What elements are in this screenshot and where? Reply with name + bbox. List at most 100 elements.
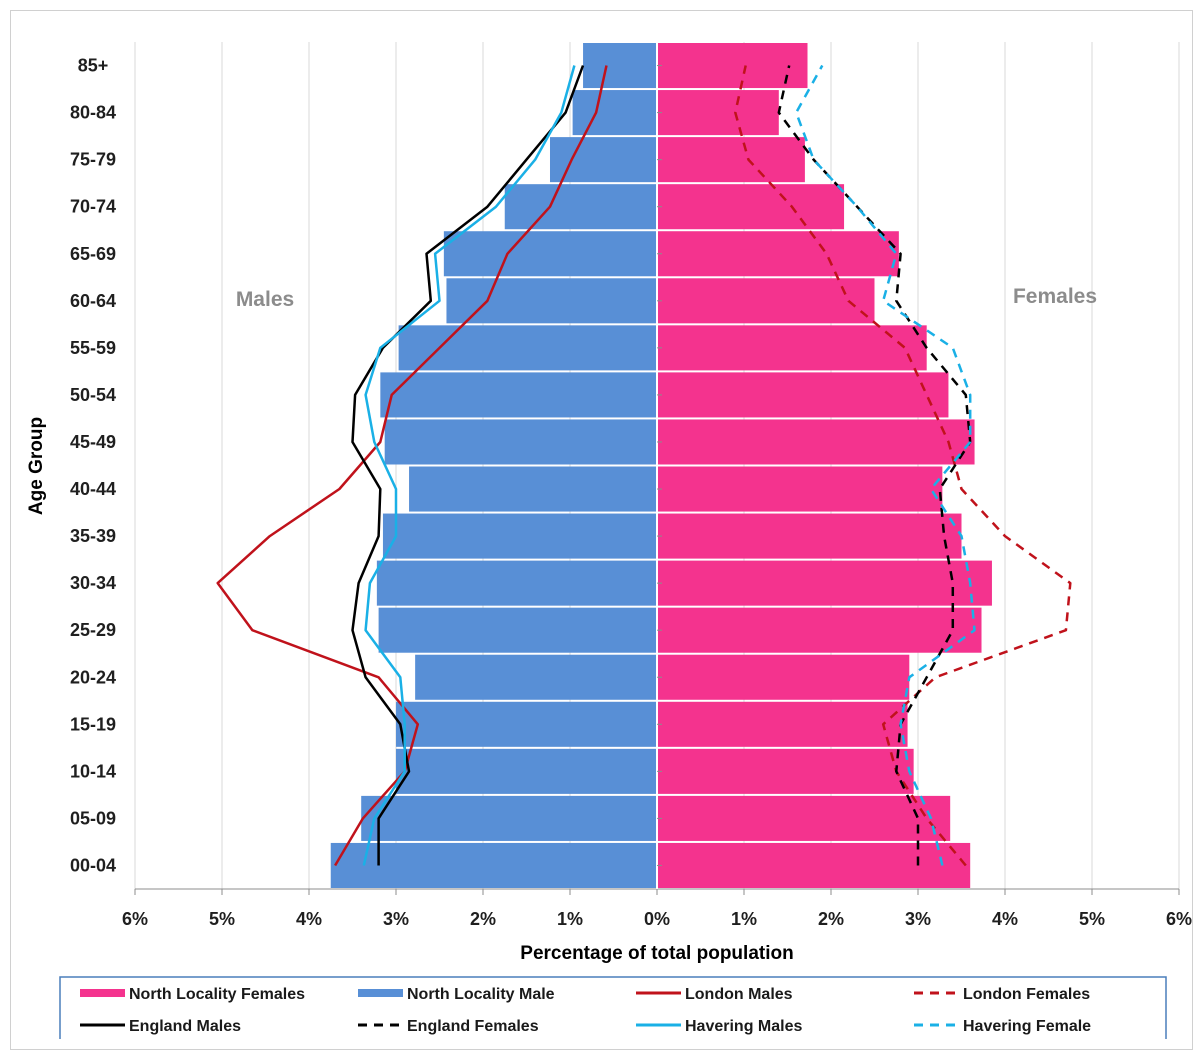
legend-item: Havering Female <box>914 1018 1091 1035</box>
bar <box>549 137 657 183</box>
bar <box>657 278 875 324</box>
bar <box>657 701 908 747</box>
bar <box>657 184 845 230</box>
bar <box>384 419 657 465</box>
bar <box>446 278 657 324</box>
y-tick-label: 25-29 <box>70 620 116 640</box>
bars <box>330 43 992 888</box>
series-line <box>216 65 608 867</box>
y-axis-title: Age Group <box>26 417 47 515</box>
y-tick-label: 80-84 <box>70 103 116 123</box>
series-line <box>362 65 576 866</box>
bar <box>657 466 943 512</box>
y-tick-label: 65-69 <box>70 244 116 264</box>
legend-label: London Females <box>963 986 1090 1003</box>
x-tick-label: 6% <box>1166 909 1192 929</box>
bar <box>380 372 657 418</box>
y-tick-label: 60-64 <box>70 291 116 311</box>
legend-item: England Females <box>358 1018 539 1035</box>
x-tick-label: 3% <box>905 909 931 929</box>
bar <box>657 325 927 371</box>
bar <box>583 43 657 89</box>
y-tick-label: 75-79 <box>70 150 116 170</box>
series-line <box>734 65 1072 867</box>
y-tick-label: 50-54 <box>70 385 116 405</box>
y-tick-label: 35-39 <box>70 526 116 546</box>
legend-swatch <box>358 989 403 997</box>
bar <box>415 654 657 700</box>
bar <box>657 748 914 794</box>
axes: 6% 5% 4% 3% 2% 1% 0% 1% 2% 3% 4% 5% 6% 00-04 05-09 10-1… <box>70 42 1192 929</box>
bar <box>361 795 657 841</box>
bar <box>376 560 657 606</box>
bar <box>657 513 962 559</box>
bar <box>409 466 657 512</box>
x-tick-label: 6% <box>122 909 148 929</box>
legend-item: London Males <box>636 986 793 1003</box>
males-side-label: Males <box>236 288 294 311</box>
x-tick-label: 1% <box>557 909 583 929</box>
bar <box>657 419 975 465</box>
series-lines <box>216 64 1072 867</box>
y-tick-label: 85+ <box>78 56 109 76</box>
legend-label: England Females <box>407 1018 539 1035</box>
x-tick-label: 4% <box>992 909 1018 929</box>
x-tick-label: 5% <box>209 909 235 929</box>
bar <box>657 842 971 888</box>
legend-label: North Locality Male <box>407 986 555 1003</box>
y-tick-label: 20-24 <box>70 667 116 687</box>
y-tick-label: 10-14 <box>70 761 116 781</box>
bar <box>657 90 779 136</box>
legend: North Locality Females North Locality Mal… <box>59 976 1167 1039</box>
legend-item: Havering Males <box>636 1018 802 1035</box>
bar <box>443 231 657 277</box>
x-tick-label: 3% <box>383 909 409 929</box>
bar <box>398 325 657 371</box>
females-side-label: Females <box>1013 285 1097 308</box>
legend-item: England Males <box>80 1018 241 1035</box>
x-tick-label: 2% <box>470 909 496 929</box>
legend-label: Havering Males <box>685 1018 802 1035</box>
legend-label: North Locality Females <box>129 986 305 1003</box>
y-tick-label: 45-49 <box>70 432 116 452</box>
x-tick-label: 5% <box>1079 909 1105 929</box>
y-tick-label: 00-04 <box>70 855 116 875</box>
bar <box>504 184 657 230</box>
bar <box>657 795 951 841</box>
gridlines <box>134 42 1180 889</box>
x-axis-title: Percentage of total population <box>520 943 793 964</box>
legend-item: London Females <box>914 986 1090 1003</box>
legend-swatch <box>80 989 125 997</box>
bar <box>378 607 657 653</box>
x-tick-label: 0% <box>644 909 670 929</box>
bar <box>657 231 899 277</box>
x-tick-label: 2% <box>818 909 844 929</box>
bar <box>572 90 657 136</box>
bar <box>657 372 949 418</box>
bar <box>657 137 805 183</box>
bar <box>382 513 657 559</box>
series-line <box>794 64 976 866</box>
y-tick-label: 40-44 <box>70 479 116 499</box>
bar <box>330 842 657 888</box>
series-line <box>351 65 585 866</box>
legend-label: London Males <box>685 986 793 1003</box>
bar <box>657 560 992 606</box>
bar <box>396 701 657 747</box>
bar <box>657 43 808 89</box>
x-tick-label: 1% <box>731 909 757 929</box>
legend-label: Havering Female <box>963 1018 1091 1035</box>
bar <box>657 607 982 653</box>
legend-label: England Males <box>129 1018 241 1035</box>
y-tick-label: 30-34 <box>70 573 116 593</box>
legend-item: North Locality Male <box>358 986 555 1003</box>
bar <box>657 654 910 700</box>
y-tick-label: 55-59 <box>70 338 116 358</box>
x-tick-label: 4% <box>296 909 322 929</box>
y-tick-label: 15-19 <box>70 714 116 734</box>
y-tick-label: 70-74 <box>70 197 116 217</box>
legend-box <box>59 976 1167 1039</box>
legend-item: North Locality Females <box>80 986 305 1003</box>
y-tick-label: 05-09 <box>70 808 116 828</box>
